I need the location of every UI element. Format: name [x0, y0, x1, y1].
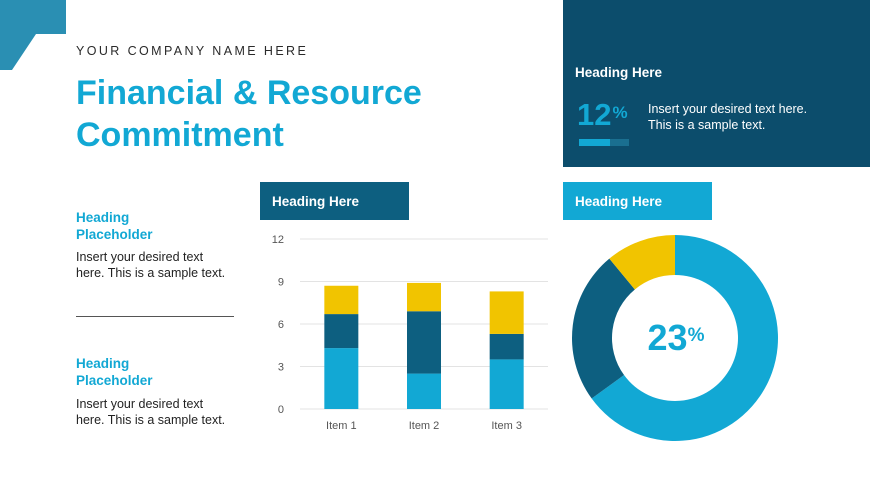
- y-tick-label: 12: [272, 234, 284, 246]
- donut-slice-2: [572, 258, 635, 399]
- stat-percent: 12%: [577, 98, 628, 132]
- left-text-2-line-1: Insert your desired text: [76, 397, 204, 411]
- x-tick-label: Item 2: [409, 420, 440, 432]
- stat-text-line-2: This is a sample text.: [648, 118, 766, 132]
- bar-segment-1-1: [324, 348, 359, 409]
- x-tick-label: Item 3: [491, 420, 522, 432]
- x-tick-label: Item 1: [326, 420, 357, 432]
- left-text-1: Insert your desired text here. This is a…: [76, 249, 246, 281]
- bar-segment-3-2: [489, 333, 524, 360]
- stat-progress-fill: [579, 139, 610, 146]
- donut-chart: [572, 235, 778, 441]
- stat-progress-track: [579, 139, 629, 146]
- bar-chart-heading: Heading Here: [260, 182, 409, 220]
- y-tick-label: 3: [278, 362, 284, 374]
- bar-segment-1-2: [324, 314, 359, 349]
- company-name: YOUR COMPANY NAME HERE: [76, 44, 309, 58]
- stat-percent-value: 12: [577, 97, 612, 132]
- stat-panel-text: Insert your desired text here. This is a…: [648, 101, 848, 133]
- left-heading-1-line-1: Heading: [76, 210, 130, 225]
- left-heading-1: Heading Placeholder: [76, 209, 246, 243]
- bar-segment-2-3: [407, 282, 441, 312]
- stat-panel-heading: Heading Here: [575, 65, 663, 80]
- donut-slice-3: [609, 235, 675, 290]
- donut-center-value: 23: [647, 317, 688, 358]
- left-heading-1-line-2: Placeholder: [76, 227, 153, 242]
- divider-line: [76, 316, 234, 317]
- y-tick-label: 6: [278, 319, 284, 331]
- stacked-bar-chart: 0 3 6 9 12 Item 1 Item 2 Item 3: [272, 234, 548, 432]
- left-text-1-line-2: here. This is a sample text.: [76, 266, 226, 280]
- left-text-1-line-1: Insert your desired text: [76, 250, 204, 264]
- bar-segment-3-1: [489, 359, 524, 409]
- stat-panel: Heading Here 12% Insert your desired tex…: [563, 0, 870, 167]
- title-line-2: Commitment: [76, 116, 284, 154]
- donut-center-sign: %: [687, 325, 705, 346]
- left-heading-2-line-1: Heading: [76, 356, 130, 371]
- stat-text-line-1: Insert your desired text here.: [648, 102, 808, 116]
- stat-percent-sign: %: [612, 103, 628, 122]
- page-title: Financial & Resource Commitment: [76, 72, 496, 156]
- bar-segment-1-3: [324, 285, 359, 315]
- left-text-2-line-2: here. This is a sample text.: [76, 413, 226, 427]
- donut-chart-heading: Heading Here: [563, 182, 712, 220]
- left-text-2: Insert your desired text here. This is a…: [76, 396, 246, 428]
- bar-segment-2-1: [407, 373, 441, 409]
- bar-segment-3-3: [489, 291, 524, 334]
- left-heading-2: Heading Placeholder: [76, 355, 246, 389]
- donut-center-label: 23%: [640, 318, 712, 358]
- bar-segment-2-2: [407, 311, 441, 374]
- left-heading-2-line-2: Placeholder: [76, 373, 153, 388]
- y-tick-label: 0: [278, 404, 284, 416]
- y-tick-label: 9: [278, 277, 284, 289]
- title-line-1: Financial & Resource: [76, 74, 422, 112]
- corner-decoration: [0, 0, 66, 70]
- donut-slice-1: [591, 235, 778, 441]
